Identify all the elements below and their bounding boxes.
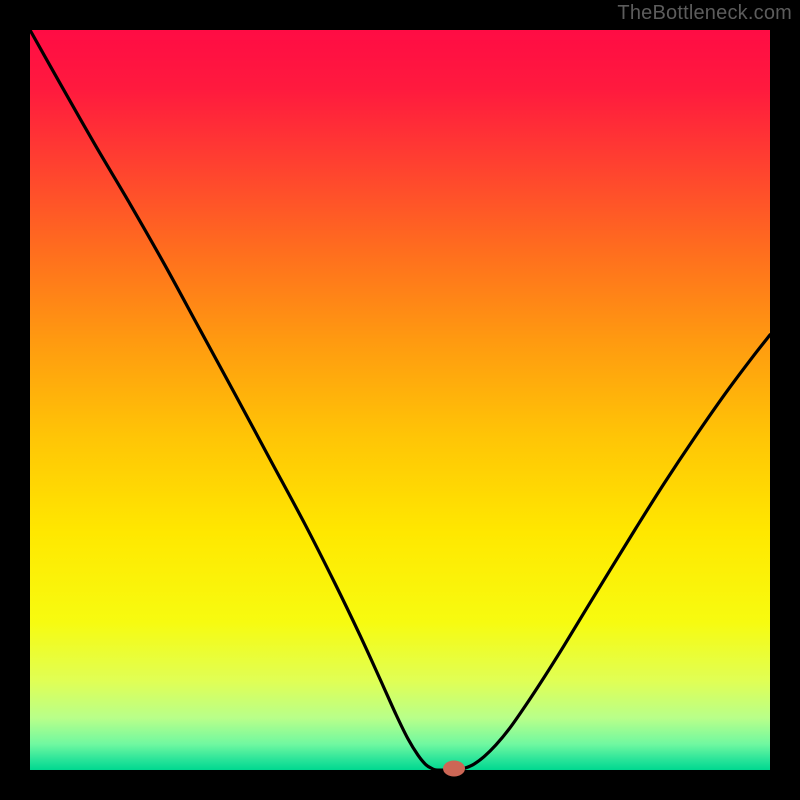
bottleneck-chart-svg — [0, 0, 800, 800]
optimal-point-marker — [443, 761, 465, 777]
chart-root: TheBottleneck.com — [0, 0, 800, 800]
watermark-text: TheBottleneck.com — [617, 2, 792, 25]
plot-background — [30, 30, 770, 770]
